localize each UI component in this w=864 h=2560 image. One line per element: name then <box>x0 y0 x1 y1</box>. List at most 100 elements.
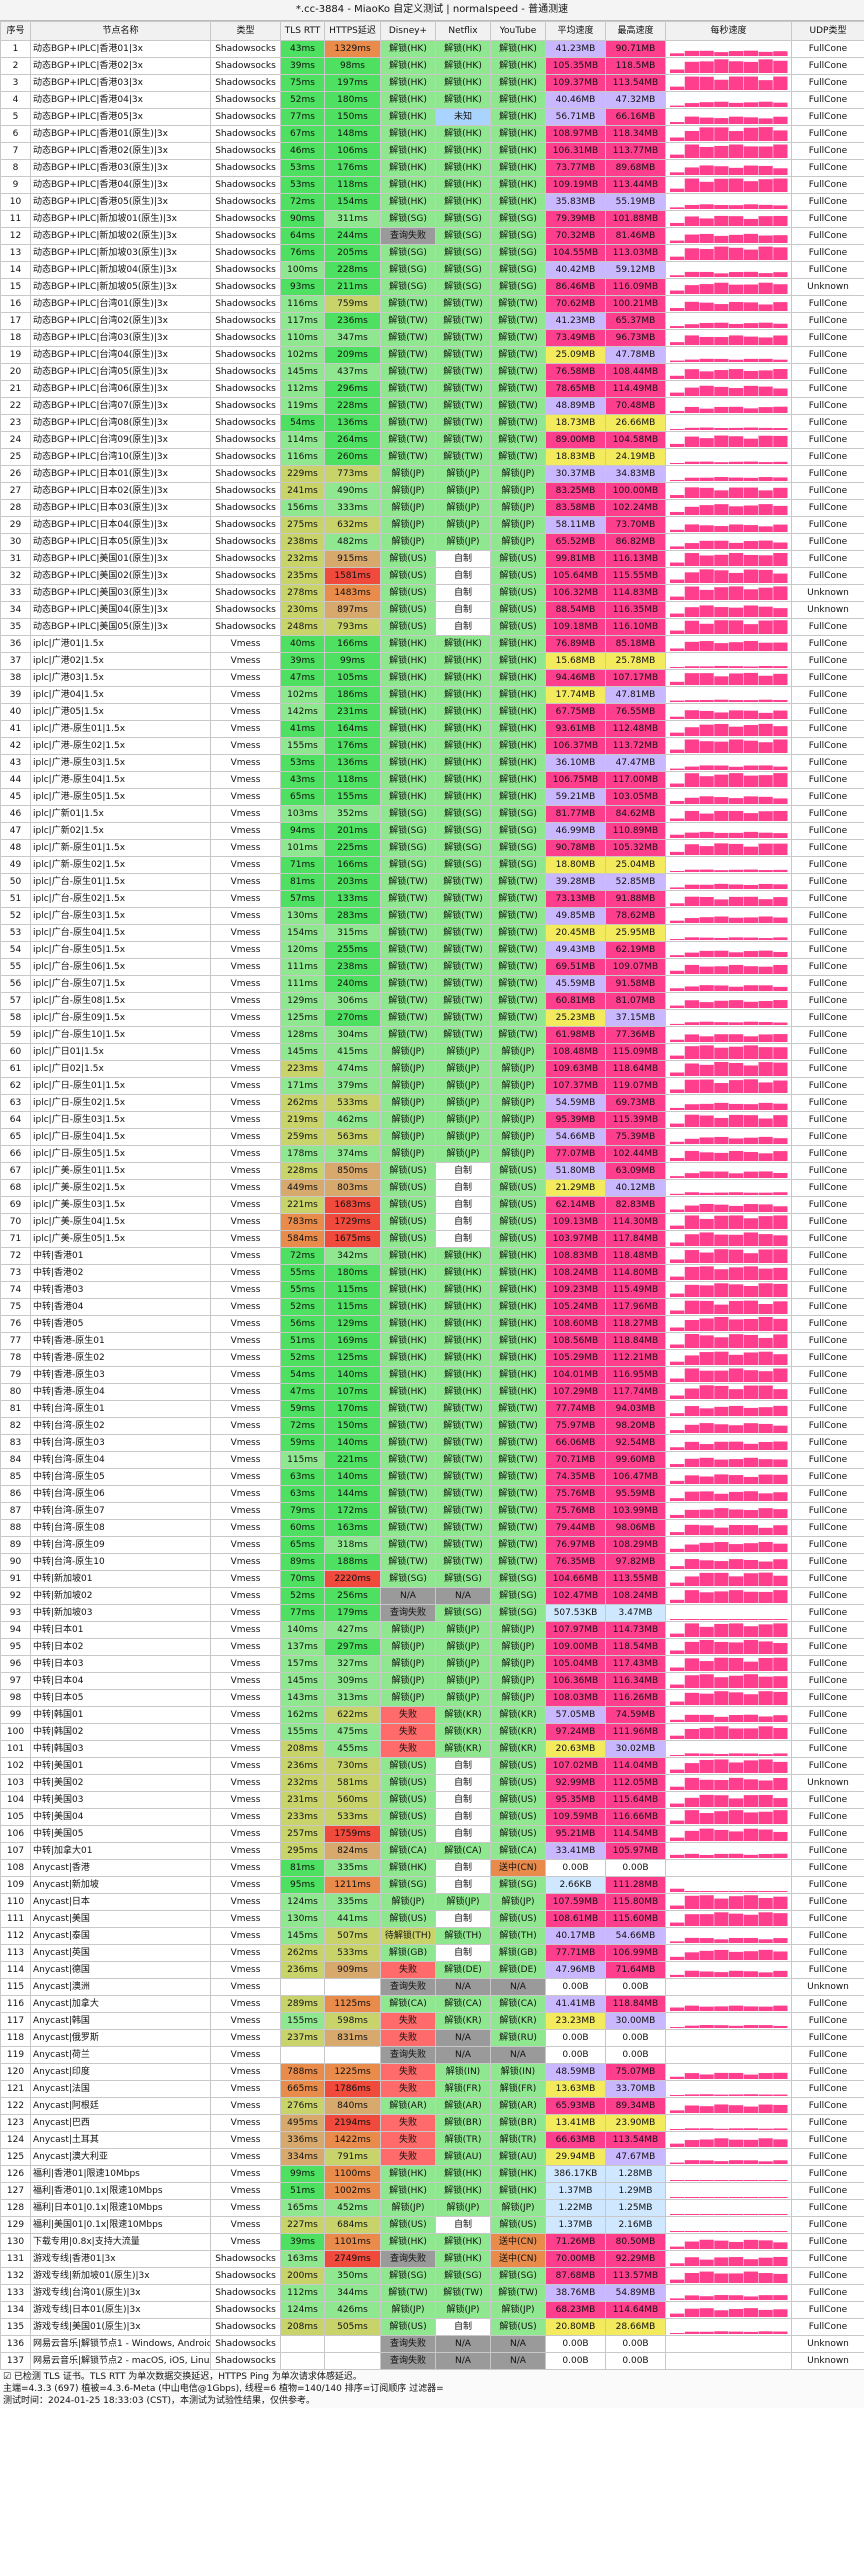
table-row[interactable]: 3 动态BGP+IPLC|香港03|3x Shadowsocks 75ms 197ms 解… <box>0 74 864 92</box>
table-row[interactable]: 128 福利|日本01|0.1x|限速10Mbps Vmess 165ms 452ms 解… <box>0 2199 864 2217</box>
table-row[interactable]: 18 动态BGP+IPLC|台湾03(原生)|3x Shadowsocks 110ms… <box>0 329 864 347</box>
table-row[interactable]: 97 中转|日本04 Vmess 145ms 309ms 解锁(JP) 解锁(JP) 解锁(J… <box>0 1672 864 1690</box>
table-row[interactable]: 131 游戏专线|香港01|3x Shadowsocks 163ms 2749ms 查询失… <box>0 2250 864 2268</box>
table-row[interactable]: 58 iplc|广台-原生09|1.5x Vmess 125ms 270ms 解锁(TW)… <box>0 1009 864 1027</box>
table-row[interactable]: 4 动态BGP+IPLC|香港04|3x Shadowsocks 52ms 180ms 解… <box>0 91 864 109</box>
table-row[interactable]: 105 中转|美国04 Vmess 233ms 533ms 解锁(US) 自制 解锁(US) 1… <box>0 1808 864 1826</box>
column-header[interactable]: 平均速度 <box>545 21 606 41</box>
table-row[interactable]: 137 网易云音乐|解锁节点2 - macOS, iOS, Linux Shadow… <box>0 2352 864 2370</box>
column-header[interactable]: 每秒速度 <box>665 21 792 41</box>
table-row[interactable]: 21 动态BGP+IPLC|台湾06(原生)|3x Shadowsocks 112ms… <box>0 380 864 398</box>
column-header[interactable]: Disney+ <box>380 21 436 41</box>
table-row[interactable]: 106 中转|美国05 Vmess 257ms 1759ms 解锁(US) 自制 解锁(US)… <box>0 1825 864 1843</box>
table-row[interactable]: 130 下载专用|0.8x|支持大流量 Vmess 39ms 1101ms 解锁(HK) 解… <box>0 2233 864 2251</box>
table-row[interactable]: 26 动态BGP+IPLC|日本01(原生)|3x Shadowsocks 229ms… <box>0 465 864 483</box>
table-row[interactable]: 23 动态BGP+IPLC|台湾08(原生)|3x Shadowsocks 54ms 1… <box>0 414 864 432</box>
table-row[interactable]: 2 动态BGP+IPLC|香港02|3x Shadowsocks 39ms 98ms 解锁… <box>0 57 864 75</box>
table-row[interactable]: 65 iplc|广日-原生04|1.5x Vmess 259ms 563ms 解锁(JP)… <box>0 1128 864 1146</box>
table-row[interactable]: 17 动态BGP+IPLC|台湾02(原生)|3x Shadowsocks 117ms… <box>0 312 864 330</box>
column-header[interactable]: TLS RTT <box>280 21 325 41</box>
table-row[interactable]: 50 iplc|广台-原生01|1.5x Vmess 81ms 203ms 解锁(TW) 解… <box>0 873 864 891</box>
table-row[interactable]: 134 游戏专线|日本01(原生)|3x Shadowsocks 124ms 426ms… <box>0 2301 864 2319</box>
table-row[interactable]: 8 动态BGP+IPLC|香港03(原生)|3x Shadowsocks 53ms 17… <box>0 159 864 177</box>
table-row[interactable]: 89 中转|台湾-原生09 Vmess 65ms 318ms 解锁(TW) 解锁(TW) 解锁… <box>0 1536 864 1554</box>
column-header[interactable]: HTTPS延迟 <box>324 21 381 41</box>
table-row[interactable]: 116 Anycast|加拿大 Vmess 289ms 1125ms 解锁(CA) 解锁(C… <box>0 1995 864 2013</box>
table-row[interactable]: 80 中转|香港-原生04 Vmess 47ms 107ms 解锁(HK) 解锁(HK) 解锁… <box>0 1383 864 1401</box>
table-row[interactable]: 56 iplc|广台-原生07|1.5x Vmess 111ms 240ms 解锁(TW)… <box>0 975 864 993</box>
table-row[interactable]: 36 iplc|广港01|1.5x Vmess 40ms 166ms 解锁(HK) 解锁(H… <box>0 635 864 653</box>
table-row[interactable]: 117 Anycast|韩国 Vmess 155ms 598ms 失败 解锁(KR) 解锁(K… <box>0 2012 864 2030</box>
table-row[interactable]: 55 iplc|广台-原生06|1.5x Vmess 111ms 238ms 解锁(TW)… <box>0 958 864 976</box>
table-row[interactable]: 16 动态BGP+IPLC|台湾01(原生)|3x Shadowsocks 116ms… <box>0 295 864 313</box>
table-row[interactable]: 37 iplc|广港02|1.5x Vmess 39ms 99ms 解锁(HK) 解锁(HK… <box>0 652 864 670</box>
table-row[interactable]: 84 中转|台湾-原生04 Vmess 115ms 221ms 解锁(TW) 解锁(TW) 解… <box>0 1451 864 1469</box>
table-row[interactable]: 94 中转|日本01 Vmess 140ms 427ms 解锁(JP) 解锁(JP) 解锁(J… <box>0 1621 864 1639</box>
table-row[interactable]: 64 iplc|广日-原生03|1.5x Vmess 219ms 462ms 解锁(JP)… <box>0 1111 864 1129</box>
table-row[interactable]: 40 iplc|广港05|1.5x Vmess 142ms 231ms 解锁(HK) 解锁(… <box>0 703 864 721</box>
table-row[interactable]: 81 中转|台湾-原生01 Vmess 59ms 170ms 解锁(TW) 解锁(TW) 解锁… <box>0 1400 864 1418</box>
table-row[interactable]: 33 动态BGP+IPLC|美国03(原生)|3x Shadowsocks 278ms… <box>0 584 864 602</box>
table-row[interactable]: 19 动态BGP+IPLC|台湾04(原生)|3x Shadowsocks 102ms… <box>0 346 864 364</box>
table-row[interactable]: 133 游戏专线|台湾01(原生)|3x Shadowsocks 112ms 344ms… <box>0 2284 864 2302</box>
table-row[interactable]: 124 Anycast|土耳其 Vmess 336ms 1422ms 失败 解锁(TR) 解锁… <box>0 2131 864 2149</box>
table-row[interactable]: 7 动态BGP+IPLC|香港02(原生)|3x Shadowsocks 46ms 10… <box>0 142 864 160</box>
table-row[interactable]: 125 Anycast|澳大利亚 Vmess 334ms 791ms 失败 解锁(AU) 解锁… <box>0 2148 864 2166</box>
table-row[interactable]: 93 中转|新加坡03 Vmess 77ms 179ms 查询失败 解锁(SG) 解锁(SG)… <box>0 1604 864 1622</box>
table-row[interactable]: 29 动态BGP+IPLC|日本04(原生)|3x Shadowsocks 275ms… <box>0 516 864 534</box>
column-header[interactable]: 类型 <box>210 21 281 41</box>
table-row[interactable]: 76 中转|香港05 Vmess 56ms 129ms 解锁(HK) 解锁(HK) 解锁(HK… <box>0 1315 864 1333</box>
table-row[interactable]: 41 iplc|广港-原生01|1.5x Vmess 41ms 164ms 解锁(HK) 解… <box>0 720 864 738</box>
table-row[interactable]: 107 中转|加拿大01 Vmess 295ms 824ms 解锁(CA) 解锁(CA) 解锁… <box>0 1842 864 1860</box>
table-row[interactable]: 111 Anycast|美国 Vmess 130ms 441ms 解锁(US) 自制 解锁(U… <box>0 1910 864 1928</box>
table-row[interactable]: 12 动态BGP+IPLC|新加坡02(原生)|3x Shadowsocks 64ms… <box>0 227 864 245</box>
table-row[interactable]: 71 iplc|广美-原生05|1.5x Vmess 584ms 1675ms 解锁(US… <box>0 1230 864 1248</box>
table-row[interactable]: 70 iplc|广美-原生04|1.5x Vmess 783ms 1729ms 解锁(US… <box>0 1213 864 1231</box>
column-header[interactable]: YouTube <box>490 21 546 41</box>
table-row[interactable]: 122 Anycast|阿根廷 Vmess 276ms 840ms 解锁(AR) 解锁(AR… <box>0 2097 864 2115</box>
table-row[interactable]: 83 中转|台湾-原生03 Vmess 59ms 140ms 解锁(TW) 解锁(TW) 解锁… <box>0 1434 864 1452</box>
table-row[interactable]: 44 iplc|广港-原生04|1.5x Vmess 43ms 118ms 解锁(HK) 解… <box>0 771 864 789</box>
table-row[interactable]: 47 iplc|广新02|1.5x Vmess 94ms 201ms 解锁(SG) 解锁(S… <box>0 822 864 840</box>
table-row[interactable]: 22 动态BGP+IPLC|台湾07(原生)|3x Shadowsocks 119ms… <box>0 397 864 415</box>
table-row[interactable]: 48 iplc|广新-原生01|1.5x Vmess 101ms 225ms 解锁(SG)… <box>0 839 864 857</box>
table-row[interactable]: 129 福利|美国01|0.1x|限速10Mbps Vmess 227ms 684ms 解… <box>0 2216 864 2234</box>
table-row[interactable]: 42 iplc|广港-原生02|1.5x Vmess 155ms 176ms 解锁(HK)… <box>0 737 864 755</box>
table-row[interactable]: 28 动态BGP+IPLC|日本03(原生)|3x Shadowsocks 156ms… <box>0 499 864 517</box>
table-row[interactable]: 82 中转|台湾-原生02 Vmess 72ms 150ms 解锁(TW) 解锁(TW) 解锁… <box>0 1417 864 1435</box>
column-header[interactable]: UDP类型 <box>791 21 864 41</box>
table-row[interactable]: 118 Anycast|俄罗斯 Vmess 237ms 831ms 失败 N/A 解锁(RU)… <box>0 2029 864 2047</box>
table-row[interactable]: 86 中转|台湾-原生06 Vmess 63ms 144ms 解锁(TW) 解锁(TW) 解锁… <box>0 1485 864 1503</box>
table-row[interactable]: 132 游戏专线|新加坡01(原生)|3x Shadowsocks 200ms 350m… <box>0 2267 864 2285</box>
table-row[interactable]: 53 iplc|广台-原生04|1.5x Vmess 154ms 315ms 解锁(TW)… <box>0 924 864 942</box>
table-row[interactable]: 34 动态BGP+IPLC|美国04(原生)|3x Shadowsocks 230ms… <box>0 601 864 619</box>
table-row[interactable]: 38 iplc|广港03|1.5x Vmess 47ms 105ms 解锁(HK) 解锁(H… <box>0 669 864 687</box>
table-row[interactable]: 6 动态BGP+IPLC|香港01(原生)|3x Shadowsocks 67ms 14… <box>0 125 864 143</box>
table-row[interactable]: 43 iplc|广港-原生03|1.5x Vmess 53ms 136ms 解锁(HK) 解… <box>0 754 864 772</box>
table-row[interactable]: 63 iplc|广日-原生02|1.5x Vmess 262ms 533ms 解锁(JP)… <box>0 1094 864 1112</box>
table-row[interactable]: 27 动态BGP+IPLC|日本02(原生)|3x Shadowsocks 241ms… <box>0 482 864 500</box>
table-row[interactable]: 60 iplc|广日01|1.5x Vmess 145ms 415ms 解锁(JP) 解锁(… <box>0 1043 864 1061</box>
table-row[interactable]: 13 动态BGP+IPLC|新加坡03(原生)|3x Shadowsocks 76ms… <box>0 244 864 262</box>
table-row[interactable]: 5 动态BGP+IPLC|香港05|3x Shadowsocks 77ms 150ms 解… <box>0 108 864 126</box>
table-row[interactable]: 110 Anycast|日本 Vmess 124ms 335ms 解锁(JP) 解锁(JP)… <box>0 1893 864 1911</box>
table-row[interactable]: 77 中转|香港-原生01 Vmess 51ms 169ms 解锁(HK) 解锁(HK) 解锁… <box>0 1332 864 1350</box>
column-header[interactable]: 节点名称 <box>30 21 211 41</box>
table-row[interactable]: 69 iplc|广美-原生03|1.5x Vmess 221ms 1683ms 解锁(US… <box>0 1196 864 1214</box>
table-row[interactable]: 103 中转|美国02 Vmess 232ms 581ms 解锁(US) 自制 解锁(US) 9… <box>0 1774 864 1792</box>
table-row[interactable]: 108 Anycast|香港 Vmess 81ms 335ms 解锁(HK) 自制 送中(CN… <box>0 1859 864 1877</box>
table-row[interactable]: 100 中转|韩国02 Vmess 155ms 475ms 失败 解锁(KR) 解锁(KR) 9… <box>0 1723 864 1741</box>
table-row[interactable]: 15 动态BGP+IPLC|新加坡05(原生)|3x Shadowsocks 93ms… <box>0 278 864 296</box>
table-row[interactable]: 75 中转|香港04 Vmess 52ms 115ms 解锁(HK) 解锁(HK) 解锁(HK… <box>0 1298 864 1316</box>
table-row[interactable]: 102 中转|美国01 Vmess 236ms 730ms 解锁(US) 自制 解锁(US) 1… <box>0 1757 864 1775</box>
table-row[interactable]: 10 动态BGP+IPLC|香港05(原生)|3x Shadowsocks 72ms 1… <box>0 193 864 211</box>
column-header[interactable]: 最高速度 <box>605 21 666 41</box>
table-row[interactable]: 109 Anycast|新加坡 Vmess 95ms 1211ms 解锁(SG) 自制 解锁(… <box>0 1876 864 1894</box>
table-row[interactable]: 112 Anycast|泰国 Vmess 145ms 507ms 待解锁(TH) 解锁(TH… <box>0 1927 864 1945</box>
table-row[interactable]: 95 中转|日本02 Vmess 137ms 297ms 解锁(JP) 解锁(JP) 解锁(J… <box>0 1638 864 1656</box>
table-row[interactable]: 57 iplc|广台-原生08|1.5x Vmess 129ms 306ms 解锁(TW)… <box>0 992 864 1010</box>
table-row[interactable]: 52 iplc|广台-原生03|1.5x Vmess 130ms 283ms 解锁(TW)… <box>0 907 864 925</box>
table-row[interactable]: 62 iplc|广日-原生01|1.5x Vmess 171ms 379ms 解锁(JP)… <box>0 1077 864 1095</box>
table-row[interactable]: 20 动态BGP+IPLC|台湾05(原生)|3x Shadowsocks 145ms… <box>0 363 864 381</box>
table-row[interactable]: 61 iplc|广日02|1.5x Vmess 223ms 474ms 解锁(JP) 解锁(… <box>0 1060 864 1078</box>
